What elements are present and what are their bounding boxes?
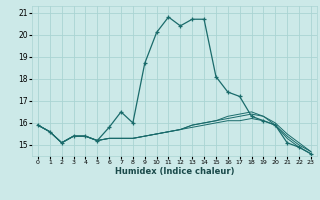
X-axis label: Humidex (Indice chaleur): Humidex (Indice chaleur): [115, 167, 234, 176]
